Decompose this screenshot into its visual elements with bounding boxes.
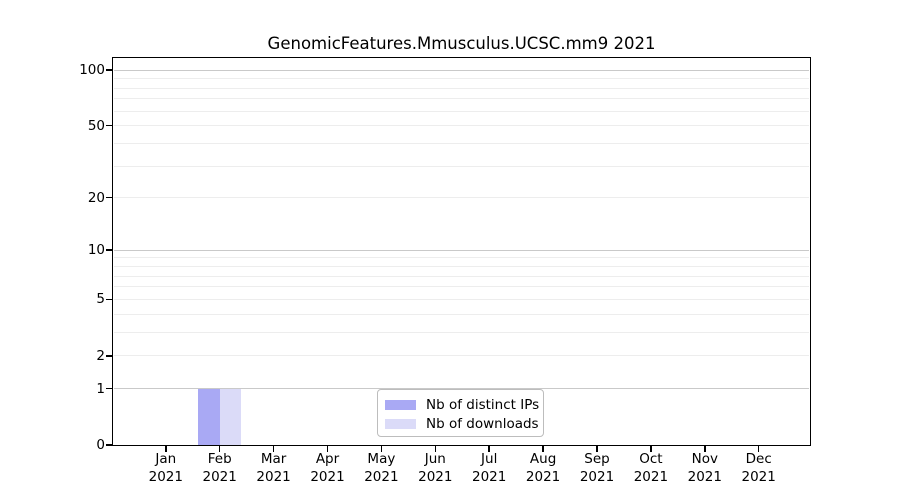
y-tick-mark bbox=[106, 355, 112, 357]
y-tick-mark bbox=[106, 124, 112, 127]
legend-item-distinct-ips: Nb of distinct IPs bbox=[378, 395, 543, 414]
gridline-minor bbox=[114, 286, 809, 288]
gridline-minor bbox=[114, 298, 809, 300]
x-tick-label: Apr 2021 bbox=[296, 451, 360, 486]
x-tick-year: 2021 bbox=[310, 468, 345, 485]
x-tick-month: Oct bbox=[639, 451, 663, 467]
x-tick-label: May 2021 bbox=[349, 451, 413, 486]
gridline-minor bbox=[114, 125, 809, 127]
legend-swatch-distinct-ips bbox=[385, 399, 416, 410]
x-tick-label: Aug 2021 bbox=[511, 451, 575, 486]
legend-swatch-downloads bbox=[385, 418, 416, 429]
gridline-minor bbox=[114, 275, 809, 277]
x-tick-year: 2021 bbox=[148, 468, 183, 485]
y-tick-label: 10 bbox=[87, 242, 105, 259]
gridline-minor bbox=[114, 98, 809, 100]
x-tick-year: 2021 bbox=[364, 468, 399, 485]
x-tick-label: Mar 2021 bbox=[242, 451, 306, 486]
x-tick-mark bbox=[757, 446, 760, 452]
x-tick-mark bbox=[380, 446, 383, 452]
gridline-minor bbox=[114, 142, 809, 144]
gridline-major bbox=[114, 69, 809, 71]
x-tick-month: Jun bbox=[424, 451, 446, 467]
x-tick-year: 2021 bbox=[633, 468, 669, 485]
x-tick-month: Jul bbox=[481, 451, 498, 467]
y-tick-mark bbox=[106, 387, 112, 390]
x-tick-label: Jul 2021 bbox=[457, 451, 521, 486]
x-tick-mark bbox=[326, 446, 329, 452]
x-tick-label: Jun 2021 bbox=[403, 451, 467, 486]
x-tick-label: Oct 2021 bbox=[619, 451, 683, 486]
y-tick-label: 1 bbox=[96, 380, 105, 397]
x-tick-label: Sep 2021 bbox=[565, 451, 629, 486]
x-tick-year: 2021 bbox=[741, 468, 776, 485]
y-tick-mark bbox=[106, 444, 112, 446]
x-tick-mark bbox=[218, 446, 221, 452]
y-tick-label: 0 bbox=[96, 437, 105, 453]
x-tick-month: May bbox=[367, 451, 396, 467]
x-tick-month: Dec bbox=[745, 451, 772, 467]
gridline-minor bbox=[114, 197, 809, 199]
x-tick-month: Apr bbox=[315, 451, 340, 467]
x-tick-month: Nov bbox=[691, 451, 718, 467]
gridline-minor bbox=[114, 355, 809, 357]
x-tick-year: 2021 bbox=[256, 468, 291, 485]
x-tick-year: 2021 bbox=[687, 468, 722, 485]
x-tick-label: Dec 2021 bbox=[727, 451, 791, 486]
x-tick-mark bbox=[650, 446, 652, 452]
x-tick-label: Nov 2021 bbox=[673, 451, 737, 486]
gridline-minor bbox=[114, 266, 809, 268]
x-tick-mark bbox=[596, 446, 598, 452]
legend-label-downloads: Nb of downloads bbox=[426, 415, 539, 432]
y-tick-mark bbox=[106, 249, 112, 251]
bar-feb-distinct-ips bbox=[198, 388, 220, 445]
y-tick-label: 5 bbox=[96, 291, 105, 308]
x-tick-mark bbox=[542, 446, 544, 452]
x-tick-mark bbox=[488, 446, 490, 452]
y-tick-mark bbox=[106, 298, 112, 301]
y-tick-label: 50 bbox=[87, 117, 105, 134]
gridline-minor bbox=[114, 165, 809, 167]
legend-item-downloads: Nb of downloads bbox=[378, 414, 543, 433]
gridline-minor bbox=[114, 110, 809, 112]
y-tick-label: 100 bbox=[79, 62, 105, 79]
gridline-major bbox=[114, 249, 809, 251]
x-tick-month: Jan bbox=[155, 451, 177, 467]
y-tick-mark bbox=[106, 196, 112, 199]
gridline-major bbox=[114, 388, 809, 390]
legend: Nb of distinct IPs Nb of downloads bbox=[377, 389, 544, 437]
x-tick-year: 2021 bbox=[202, 468, 237, 485]
x-tick-year: 2021 bbox=[579, 468, 615, 485]
x-tick-month: Aug bbox=[529, 451, 557, 467]
x-tick-year: 2021 bbox=[525, 468, 561, 485]
x-tick-mark bbox=[165, 446, 167, 452]
x-tick-label: Feb 2021 bbox=[188, 451, 252, 486]
y-tick-label: 2 bbox=[96, 347, 105, 364]
legend-label-distinct-ips: Nb of distinct IPs bbox=[426, 396, 540, 413]
gridline-minor bbox=[114, 78, 809, 80]
x-tick-mark bbox=[272, 446, 275, 452]
gridline-minor bbox=[114, 313, 809, 315]
gridline-minor bbox=[114, 331, 809, 333]
x-tick-month: Sep bbox=[584, 451, 610, 467]
x-tick-month: Feb bbox=[207, 451, 232, 467]
gridline-minor bbox=[114, 257, 809, 259]
y-tick-label: 20 bbox=[87, 189, 105, 206]
x-tick-mark bbox=[434, 446, 437, 452]
x-tick-mark bbox=[704, 446, 706, 452]
y-tick-mark bbox=[106, 69, 112, 71]
gridline-minor bbox=[114, 87, 809, 89]
x-tick-label: Jan 2021 bbox=[134, 451, 198, 486]
chart-title: GenomicFeatures.Mmusculus.UCSC.mm9 2021 bbox=[267, 34, 656, 53]
bar-feb-downloads bbox=[219, 388, 242, 445]
x-tick-year: 2021 bbox=[418, 468, 453, 485]
x-tick-year: 2021 bbox=[472, 468, 507, 485]
x-tick-month: Mar bbox=[260, 451, 287, 467]
